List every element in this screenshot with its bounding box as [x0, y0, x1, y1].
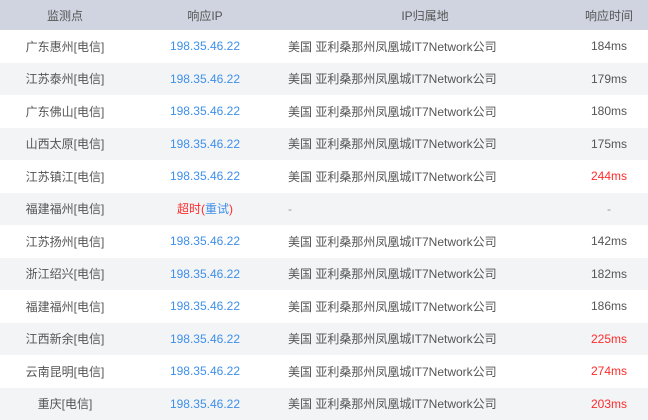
ip-location-cell: 美国 亚利桑那州凤凰城IT7Network公司 — [288, 104, 497, 119]
column-header-location: IP归属地 — [401, 8, 449, 23]
response-ip-cell: 198.35.46.22 — [130, 160, 280, 193]
retry-link[interactable]: 重试 — [204, 202, 229, 217]
ip-location-cell: 美国 亚利桑那州凤凰城IT7Network公司 — [288, 39, 497, 54]
response-time-cell: 225ms — [590, 331, 628, 346]
timeout-label: 超时( — [176, 202, 205, 217]
table-row: 江西新余[电信] 198.35.46.22 美国 亚利桑那州凤凰城IT7Networ… — [0, 322, 648, 356]
monitor-node-cell: 福建福州[电信] — [25, 202, 105, 217]
response-ip-cell: 198.35.46.22 — [130, 258, 280, 291]
table-header: 监测点 响应IP IP归属地 响应时间 — [0, 0, 648, 30]
timeout-label-close: ) — [229, 202, 233, 217]
header-row: 监测点 响应IP IP归属地 响应时间 — [0, 0, 648, 30]
table-row: 浙江绍兴[电信] 198.35.46.22 美国 亚利桑那州凤凰城IT7Networ… — [0, 257, 648, 291]
table-row: 福建福州[电信] 198.35.46.22 美国 亚利桑那州凤凰城IT7Networ… — [0, 290, 648, 323]
response-ip-link[interactable]: 198.35.46.22 — [169, 331, 241, 346]
monitor-node-cell: 山西太原[电信] — [25, 137, 105, 152]
monitor-node-cell: 云南昆明[电信] — [25, 364, 105, 379]
ip-location-cell: 美国 亚利桑那州凤凰城IT7Network公司 — [288, 137, 497, 152]
response-time-cell: 184ms — [590, 39, 628, 54]
table-row: 山西太原[电信] 198.35.46.22 美国 亚利桑那州凤凰城IT7Networ… — [0, 127, 648, 161]
monitor-node-cell: 江苏泰州[电信] — [25, 72, 105, 87]
response-ip-link[interactable]: 198.35.46.22 — [169, 266, 241, 281]
response-ip-link[interactable]: 198.35.46.22 — [169, 396, 241, 411]
ip-location-cell: 美国 亚利桑那州凤凰城IT7Network公司 — [288, 299, 497, 314]
ip-location-cell: 美国 亚利桑那州凤凰城IT7Network公司 — [288, 397, 497, 412]
ip-location-cell: 美国 亚利桑那州凤凰城IT7Network公司 — [288, 364, 497, 379]
monitor-node-cell: 广东佛山[电信] — [25, 104, 105, 119]
response-ip-link[interactable]: 198.35.46.22 — [169, 299, 241, 314]
monitor-node-cell: 江苏扬州[电信] — [25, 234, 105, 249]
table-row: 广东佛山[电信] 198.35.46.22 美国 亚利桑那州凤凰城IT7Networ… — [0, 95, 648, 128]
monitor-node-cell: 广东惠州[电信] — [25, 39, 105, 54]
response-ip-cell: 198.35.46.22 — [130, 355, 280, 388]
response-ip-cell: 198.35.46.22 — [130, 30, 280, 63]
response-time-cell: - — [607, 201, 611, 216]
response-ip-link[interactable]: 198.35.46.22 — [169, 234, 241, 249]
monitor-node-cell: 浙江绍兴[电信] — [25, 267, 105, 282]
response-time-cell: 186ms — [590, 299, 628, 314]
response-ip-link[interactable]: 198.35.46.22 — [169, 104, 241, 119]
response-ip-cell: 198.35.46.22 — [130, 225, 280, 258]
response-time-cell: 142ms — [590, 234, 628, 249]
response-ip-cell: 198.35.46.22 — [130, 323, 280, 356]
monitor-node-cell: 福建福州[电信] — [25, 299, 105, 314]
ip-location-cell: 美国 亚利桑那州凤凰城IT7Network公司 — [288, 234, 497, 249]
table-body: 广东惠州[电信] 198.35.46.22 美国 亚利桑那州凤凰城IT7Networ… — [0, 30, 648, 420]
response-ip-link[interactable]: 198.35.46.22 — [169, 364, 241, 379]
response-ip-link[interactable]: 198.35.46.22 — [169, 169, 241, 184]
monitor-node-cell: 江苏镇江[电信] — [25, 169, 105, 184]
table-row: 江苏泰州[电信] 198.35.46.22 美国 亚利桑那州凤凰城IT7Networ… — [0, 62, 648, 96]
ip-location-cell: 美国 亚利桑那州凤凰城IT7Network公司 — [288, 267, 497, 282]
response-time-cell: 274ms — [590, 364, 628, 379]
response-time-cell: 179ms — [590, 71, 628, 86]
column-header-ip: 响应IP — [187, 8, 223, 23]
response-time-cell: 180ms — [590, 104, 628, 119]
ip-location-cell: - — [288, 201, 292, 216]
response-ip-link[interactable]: 198.35.46.22 — [169, 71, 241, 86]
response-ip-cell: 198.35.46.22 — [130, 128, 280, 161]
response-time-cell: 244ms — [590, 169, 628, 184]
column-header-node: 监测点 — [46, 8, 83, 23]
response-ip-cell: 198.35.46.22 — [130, 95, 280, 128]
response-time-cell: 203ms — [590, 396, 628, 411]
table-row: 广东惠州[电信] 198.35.46.22 美国 亚利桑那州凤凰城IT7Networ… — [0, 30, 648, 63]
ip-location-cell: 美国 亚利桑那州凤凰城IT7Network公司 — [288, 332, 497, 347]
ip-location-cell: 美国 亚利桑那州凤凰城IT7Network公司 — [288, 72, 497, 87]
monitor-node-cell: 重庆[电信] — [37, 397, 93, 412]
response-time-cell: 175ms — [590, 136, 628, 151]
column-header-time: 响应时间 — [584, 8, 633, 23]
ip-location-cell: 美国 亚利桑那州凤凰城IT7Network公司 — [288, 169, 497, 184]
response-ip-cell: 198.35.46.22 — [130, 63, 280, 96]
response-time-cell: 182ms — [590, 266, 628, 281]
response-ip-link[interactable]: 198.35.46.22 — [169, 136, 241, 151]
response-ip-cell: 198.35.46.22 — [130, 388, 280, 420]
table-row: 江苏扬州[电信] 198.35.46.22 美国 亚利桑那州凤凰城IT7Networ… — [0, 225, 648, 258]
table-row: 云南昆明[电信] 198.35.46.22 美国 亚利桑那州凤凰城IT7Networ… — [0, 355, 648, 388]
response-ip-cell: 198.35.46.22 — [130, 290, 280, 323]
response-ip-link[interactable]: 198.35.46.22 — [169, 39, 241, 54]
monitor-node-cell: 江西新余[电信] — [25, 332, 105, 347]
table-row: 江苏镇江[电信] 198.35.46.22 美国 亚利桑那州凤凰城IT7Networ… — [0, 160, 648, 193]
table-row: 福建福州[电信] 超时(重试) - - — [0, 192, 648, 226]
response-ip-cell: 超时(重试) — [130, 193, 280, 226]
table-row: 重庆[电信] 198.35.46.22 美国 亚利桑那州凤凰城IT7Network公… — [0, 387, 648, 420]
